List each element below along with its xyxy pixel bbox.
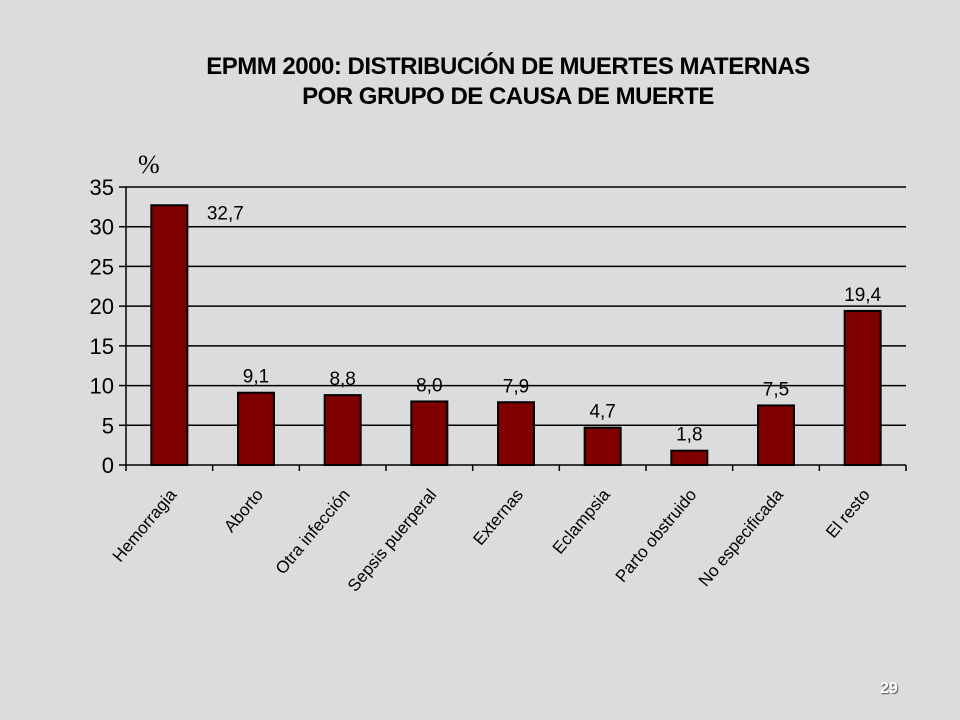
bar-otra-infección [323,394,362,466]
category-label: Sepsis puerperal [344,485,441,595]
bar-no-especificada [757,404,795,466]
bar-externas [497,401,535,467]
data-label: 9,1 [243,367,269,388]
chart-title-line-1: EPMM 2000: DISTRIBUCIÓN DE MUERTES MATER… [206,53,810,80]
category-label: Eclampsia [549,485,614,558]
bar-hemorragia [150,204,189,466]
y-tick-label: 0 [102,453,114,478]
y-tick-label: 35 [90,175,114,200]
data-labels: 32,7 9,1 8,8 8,0 7,9 4,7 1,8 7,5 19,4 [207,203,882,445]
data-label: 8,8 [329,369,355,390]
bar-eclampsia [583,426,622,467]
data-label: 32,7 [207,203,244,224]
data-label: 4,7 [589,402,615,423]
bar-parto-obstruido [670,449,709,466]
y-tick-label: 25 [90,254,114,279]
y-axis-unit-label: % [138,150,160,179]
y-tick-label: 10 [90,374,114,399]
page-number: 29 [880,680,898,697]
bar-el-resto [843,309,882,466]
category-label: Hemorragia [109,485,181,566]
y-tick-label: 15 [90,334,114,359]
category-label: El resto [822,485,874,541]
category-label: Parto obstruido [612,485,701,586]
data-label: 19,4 [844,285,881,306]
chart-title: EPMM 2000: DISTRIBUCIÓN DE MUERTES MATER… [0,52,960,112]
category-label: Externas [469,485,527,549]
data-label: 8,0 [416,375,442,396]
y-tick-label: 5 [102,413,114,438]
bar-sepsis-puerperal [410,400,449,467]
bars [150,204,882,467]
y-tick-label: 20 [90,294,114,319]
y-tick-label: 30 [90,215,114,240]
data-label: 7,5 [763,379,789,400]
bar-aborto [237,391,275,466]
category-label: Otra infección [272,485,354,578]
category-label: Aborto [220,485,267,536]
category-label: No especificada [695,485,788,590]
chart-title-line-2: POR GRUPO DE CAUSA DE MUERTE [302,83,714,110]
data-label: 1,8 [676,425,702,446]
data-label: 7,9 [503,376,529,397]
